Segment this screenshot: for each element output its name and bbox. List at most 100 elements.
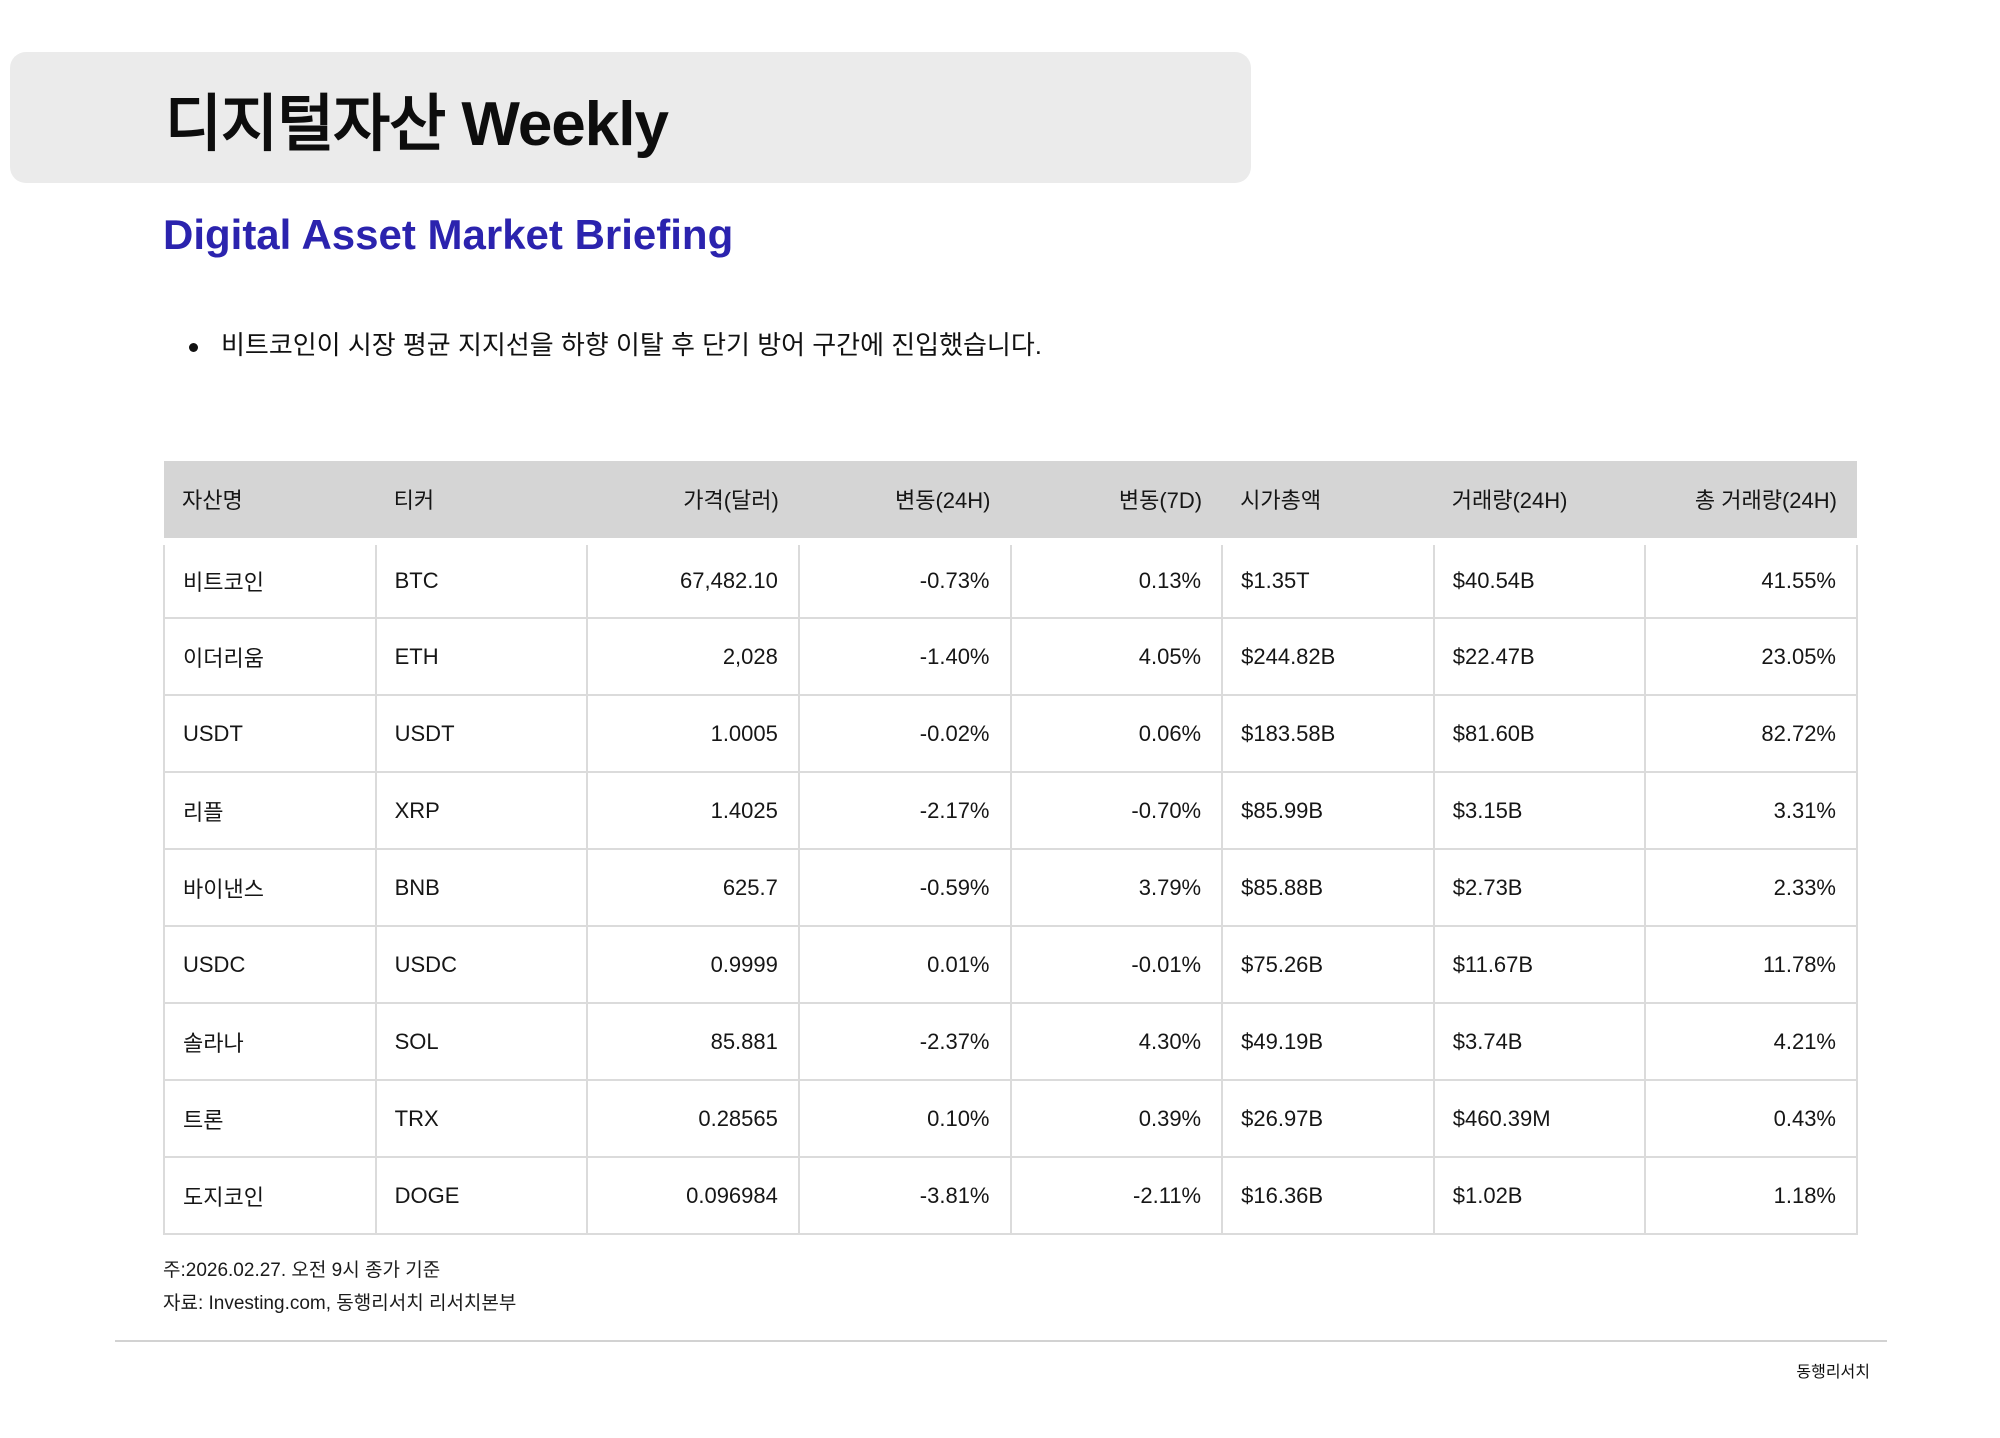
table-cell: 이더리움 — [163, 617, 377, 697]
table-cell: $49.19B — [1221, 1002, 1435, 1082]
summary-bullet: 비트코인이 시장 평균 지지선을 하향 이탈 후 단기 방어 구간에 진입했습니… — [183, 329, 2000, 363]
column-header: 티커 — [375, 461, 588, 545]
table-row: 솔라나 SOL 85.881 -2.37% 4.30% $49.19B $3.74B 4.21… — [163, 1002, 1858, 1082]
table-cell: 1.18% — [1644, 1156, 1858, 1236]
table-cell: $3.74B — [1432, 1002, 1647, 1082]
table-cell: 85.881 — [586, 1002, 800, 1082]
table-cell: ETH — [374, 617, 589, 697]
table-cell: 82.72% — [1644, 694, 1858, 774]
table-cell: -2.37% — [797, 1002, 1012, 1082]
table-cell: 4.05% — [1009, 617, 1224, 697]
table-cell: 비트코인 — [163, 541, 377, 620]
table-cell: 0.06% — [1009, 694, 1224, 774]
table-cell: $2.73B — [1432, 848, 1647, 928]
table-row: 이더리움 ETH 2,028 -1.40% 4.05% $244.82B $22.47B 23… — [163, 617, 1858, 697]
note-date: 주:2026.02.27. 오전 9시 종가 기준 — [163, 1260, 441, 1282]
table-cell: -3.81% — [797, 1156, 1012, 1236]
table-cell: 0.13% — [1009, 541, 1224, 620]
table-cell: $16.36B — [1221, 1156, 1435, 1236]
table-cell: $75.26B — [1221, 925, 1435, 1005]
table-cell: TRX — [374, 1079, 589, 1159]
table-cell: BNB — [374, 848, 589, 928]
table-cell: 4.21% — [1644, 1002, 1858, 1082]
table-cell: -0.01% — [1009, 925, 1224, 1005]
table-header-row: 자산명 티커 가격(달러) 변동(24H) 변동(7D) 시가총액 거래량(24H) 총 거래… — [164, 461, 1857, 545]
table-row: 도지코인 DOGE 0.096984 -3.81% -2.11% $16.36B $1.02… — [163, 1156, 1858, 1236]
table-cell: 트론 — [163, 1079, 377, 1159]
table-cell: 625.7 — [586, 848, 800, 928]
market-table: 자산명 티커 가격(달러) 변동(24H) 변동(7D) 시가총액 거래량(24H) 총 거래… — [163, 461, 1858, 1236]
table-cell: $40.54B — [1432, 541, 1647, 620]
table-cell: USDC — [163, 925, 377, 1005]
table-cell: 67,482.10 — [586, 541, 800, 620]
table-cell: 4.30% — [1009, 1002, 1224, 1082]
table-cell: 0.10% — [797, 1079, 1012, 1159]
table-cell: 11.78% — [1644, 925, 1858, 1005]
table-cell: USDC — [374, 925, 589, 1005]
table-cell: 3.31% — [1644, 771, 1858, 851]
page-title: 디지털자산 Weekly — [165, 89, 669, 159]
table-cell: 바이낸스 — [163, 848, 377, 928]
table-row: 비트코인 BTC 67,482.10 -0.73% 0.13% $1.35T $40.54B… — [163, 541, 1858, 620]
table-cell: 0.39% — [1009, 1079, 1224, 1159]
table-cell: $460.39M — [1432, 1079, 1647, 1159]
table-cell: 0.9999 — [586, 925, 800, 1005]
column-header: 거래량(24H) — [1433, 461, 1646, 545]
table-cell: 1.4025 — [586, 771, 800, 851]
column-header: 변동(7D) — [1010, 461, 1223, 545]
title-banner: 디지털자산 Weekly — [10, 52, 1251, 183]
table-cell: $85.88B — [1221, 848, 1435, 928]
table-cell: -0.70% — [1009, 771, 1224, 851]
column-header: 가격(달러) — [587, 461, 799, 545]
page-subtitle: Digital Asset Market Briefing — [163, 211, 734, 258]
table-cell: XRP — [374, 771, 589, 851]
table-cell: 3.79% — [1009, 848, 1224, 928]
table-cell: SOL — [374, 1002, 589, 1082]
table-cell: 23.05% — [1644, 617, 1858, 697]
table-cell: $11.67B — [1432, 925, 1647, 1005]
table-cell: USDT — [163, 694, 377, 774]
table-cell: $85.99B — [1221, 771, 1435, 851]
table-cell: -0.02% — [797, 694, 1012, 774]
table-cell: $22.47B — [1432, 617, 1647, 697]
column-header: 총 거래량(24H) — [1645, 461, 1857, 545]
table-cell: 0.28565 — [586, 1079, 800, 1159]
table-cell: 리플 — [163, 771, 377, 851]
table-cell: $26.97B — [1221, 1079, 1435, 1159]
table-cell: 0.096984 — [586, 1156, 800, 1236]
table-cell: DOGE — [374, 1156, 589, 1236]
table-cell: -2.17% — [797, 771, 1012, 851]
table-cell: -0.59% — [797, 848, 1012, 928]
summary-list: 비트코인이 시장 평균 지지선을 하향 이탈 후 단기 방어 구간에 진입했습니… — [183, 329, 2000, 363]
footer-brand: 동행리서치 — [1796, 1363, 1870, 1381]
table-cell: $81.60B — [1432, 694, 1647, 774]
table-cell: BTC — [374, 541, 589, 620]
table-row: 트론 TRX 0.28565 0.10% 0.39% $26.97B $460.39M 0.4… — [163, 1079, 1858, 1159]
table-row: USDC USDC 0.9999 0.01% -0.01% $75.26B $11.67B 1… — [163, 925, 1858, 1005]
column-header: 변동(24H) — [798, 461, 1011, 545]
table-cell: 도지코인 — [163, 1156, 377, 1236]
table-cell: $1.02B — [1432, 1156, 1647, 1236]
table-cell: -0.73% — [797, 541, 1012, 620]
table-cell: 2,028 — [586, 617, 800, 697]
column-header: 시가총액 — [1222, 461, 1434, 545]
table-row: 리플 XRP 1.4025 -2.17% -0.70% $85.99B $3.15B 3.31… — [163, 771, 1858, 851]
table-cell: USDT — [374, 694, 589, 774]
table-cell: -1.40% — [797, 617, 1012, 697]
footer-divider — [115, 1339, 1887, 1342]
table-cell: $3.15B — [1432, 771, 1647, 851]
table-row: 바이낸스 BNB 625.7 -0.59% 3.79% $85.88B $2.73B 2.33… — [163, 848, 1858, 928]
table-cell: $183.58B — [1221, 694, 1435, 774]
column-header: 자산명 — [164, 461, 376, 545]
table-cell: 0.01% — [797, 925, 1012, 1005]
table-cell: 2.33% — [1644, 848, 1858, 928]
note-source: 자료: Investing.com, 동행리서치 리서치본부 — [163, 1292, 517, 1314]
table-cell: $1.35T — [1221, 541, 1435, 620]
table-cell: 1.0005 — [586, 694, 800, 774]
table-cell: -2.11% — [1009, 1156, 1224, 1236]
table-cell: 솔라나 — [163, 1002, 377, 1082]
table-cell: $244.82B — [1221, 617, 1435, 697]
table-row: USDT USDT 1.0005 -0.02% 0.06% $183.58B $81.60B… — [163, 694, 1858, 774]
table-cell: 0.43% — [1644, 1079, 1858, 1159]
